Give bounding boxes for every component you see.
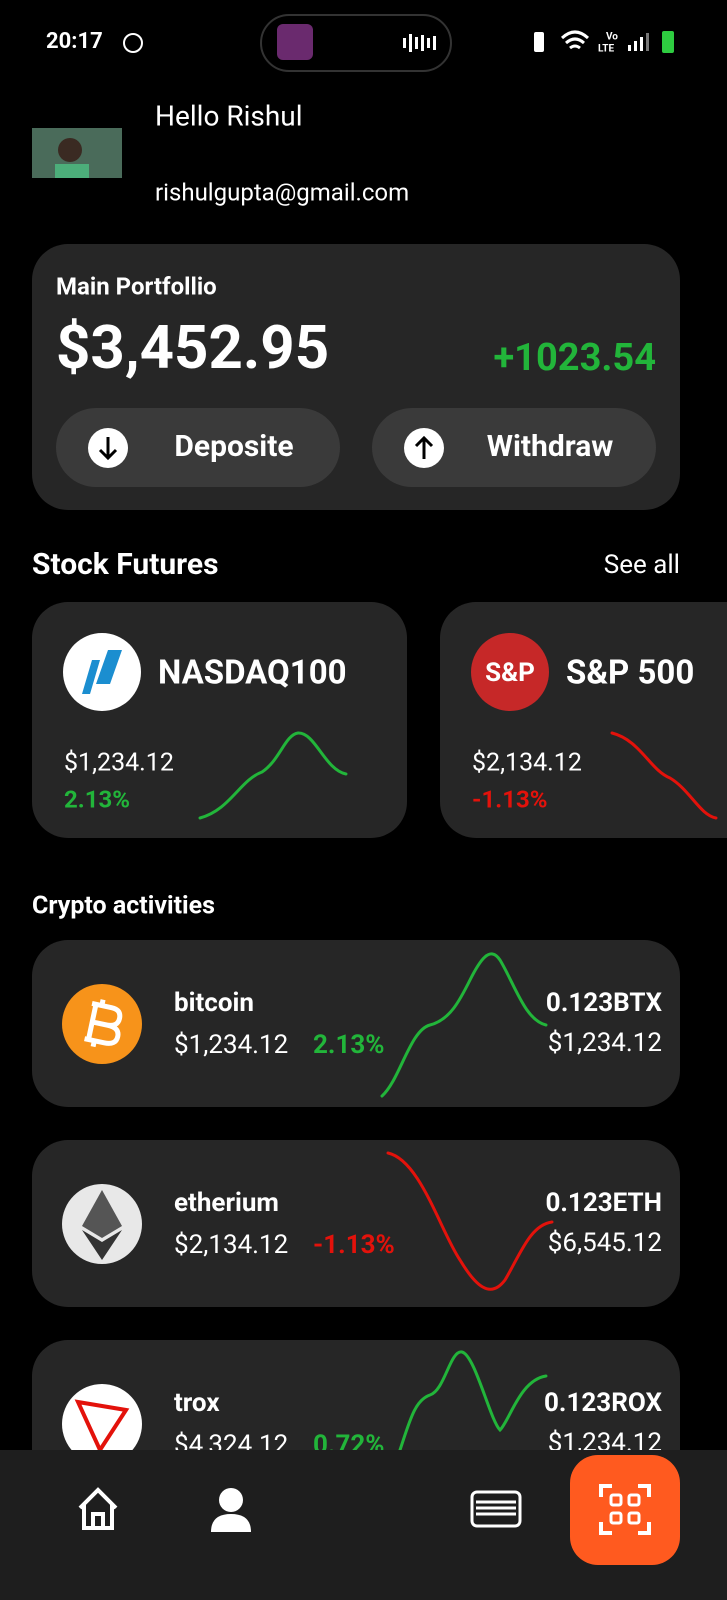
sp-logo-text: S&P (485, 658, 535, 688)
crypto-value: $6,545.12 (548, 1228, 662, 1258)
whatsapp-icon (123, 33, 143, 53)
deposit-arrow (98, 437, 118, 461)
crypto-change: 2.13% (313, 1030, 385, 1060)
cards-icon[interactable] (470, 1490, 522, 1528)
scan-button[interactable] (570, 1455, 680, 1565)
email: rishulgupta@gmail.com (155, 178, 409, 206)
stock-name: NASDAQ100 (158, 654, 347, 693)
scan-icon[interactable] (609, 1511, 623, 1525)
crypto-name: etherium (174, 1188, 279, 1218)
home-icon[interactable] (78, 1487, 118, 1530)
wifi-icon (560, 30, 590, 50)
greeting: Hello Rishul (155, 99, 303, 132)
stock-card[interactable]: S&P S&P 500 $2,134.12 -1.13% (440, 602, 727, 838)
withdraw-arrow (414, 435, 434, 459)
stock-card[interactable]: NASDAQ100 $1,234.12 2.13% (32, 602, 407, 838)
sparkline (380, 952, 548, 1098)
scan-icon[interactable] (609, 1493, 623, 1507)
crypto-name: bitcoin (174, 988, 254, 1018)
media-thumbnail (277, 24, 313, 60)
signal-icon (628, 33, 649, 51)
crypto-price: $1,234.12 (174, 1030, 288, 1060)
sparkline (198, 731, 348, 820)
nav-cards[interactable] (470, 1490, 522, 1528)
crypto-card[interactable]: bitcoin $1,234.12 2.13% 0.123BTX $1,234.… (32, 940, 680, 1107)
stock-price: $1,234.12 (64, 749, 174, 778)
volte-label: LTE (598, 44, 614, 55)
sparkline (610, 731, 718, 820)
portfolio-change: +1023.54 (493, 336, 656, 380)
portfolio-title: Main Portfollio (56, 272, 217, 300)
nasdaq-logo-mark (82, 650, 122, 694)
sp-logo (471, 633, 549, 711)
portfolio-balance: $3,452.95 (56, 312, 329, 383)
crypto-value: $1,234.12 (548, 1028, 662, 1058)
withdraw-button-bg[interactable] (372, 408, 656, 487)
scan-icon[interactable] (627, 1493, 641, 1507)
crypto-change: -1.13% (313, 1230, 395, 1260)
audio-wave-icon (403, 34, 436, 52)
avatar (55, 164, 89, 178)
vibrate-icon (534, 32, 544, 52)
section-title: Crypto activities (32, 892, 215, 921)
crypto-amount: 0.123BTX (546, 988, 663, 1018)
bitcoin-logo-mark (84, 999, 123, 1048)
stock-price: $2,134.12 (472, 749, 582, 778)
nav-home[interactable] (78, 1487, 118, 1530)
tron-logo-mark (74, 1399, 130, 1455)
sparkline (398, 1350, 548, 1452)
cards-icon[interactable] (476, 1500, 516, 1516)
crypto-amount: 0.123ETH (545, 1188, 662, 1218)
scan-icon[interactable] (599, 1484, 651, 1535)
nav-scan[interactable] (570, 1455, 680, 1565)
ethereum-logo-mark (82, 1230, 122, 1260)
crypto-name: trox (174, 1388, 220, 1418)
ethereum-logo-mark (82, 1190, 122, 1238)
crypto-card[interactable]: etherium $2,134.12 -1.13% 0.123ETH $6,54… (32, 1140, 680, 1307)
avatar (58, 138, 82, 162)
sparkline (386, 1151, 554, 1291)
crypto-card-bg[interactable] (32, 940, 680, 1107)
profile-icon[interactable] (219, 1488, 243, 1512)
crypto-amount: 0.123ROX (544, 1388, 663, 1418)
crypto-card-bg[interactable] (32, 1140, 680, 1307)
stock-change: 2.13% (64, 785, 130, 813)
status-time: 20:17 (46, 29, 103, 54)
profile-icon[interactable] (211, 1514, 251, 1532)
scan-icon[interactable] (627, 1511, 641, 1525)
stock-change: -1.13% (472, 785, 547, 813)
volte-label: Vo (606, 32, 618, 43)
section-title: Stock Futures (32, 547, 219, 582)
battery-icon (662, 31, 674, 53)
crypto-price: $2,134.12 (174, 1230, 288, 1260)
stock-name: S&P 500 (566, 654, 694, 693)
nav-profile[interactable] (211, 1488, 251, 1532)
deposit-button[interactable]: Deposite (56, 408, 340, 487)
see-all-link[interactable]: See all (604, 550, 680, 580)
deposit-label[interactable]: Deposite (174, 429, 293, 464)
withdraw-button[interactable]: Withdraw (372, 408, 656, 487)
deposit-button-bg[interactable] (56, 408, 340, 487)
withdraw-label[interactable]: Withdraw (487, 429, 614, 464)
